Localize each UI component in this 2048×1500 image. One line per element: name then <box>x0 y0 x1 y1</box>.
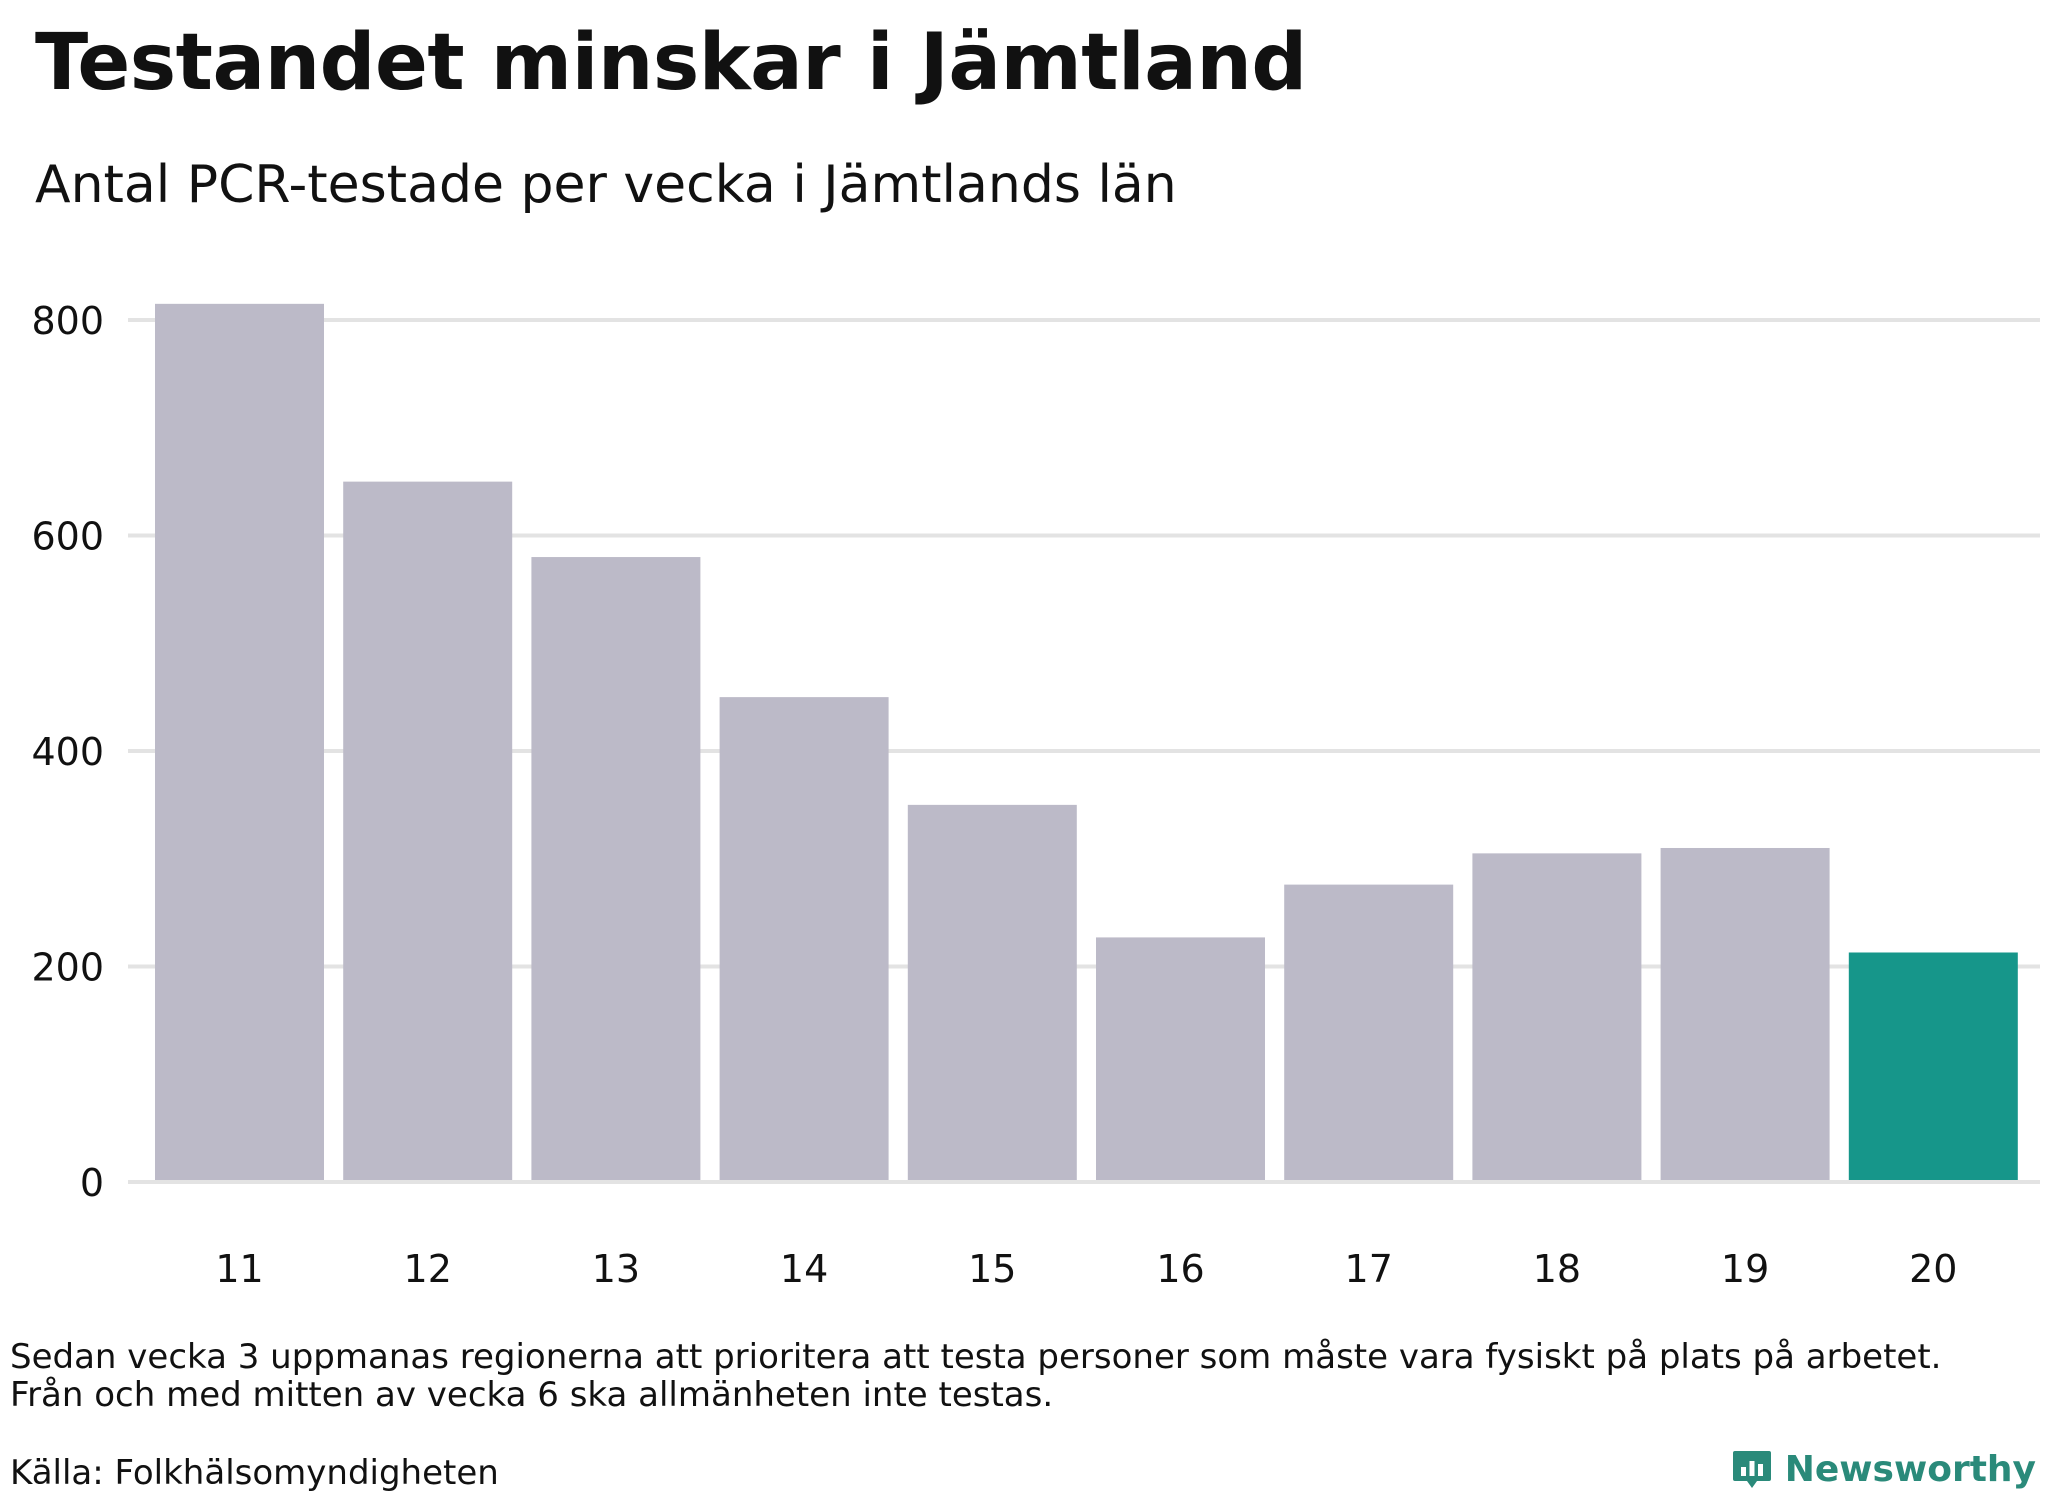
x-tick-label-18: 18 <box>1533 1247 1581 1291</box>
bar-week-13 <box>531 557 701 1182</box>
x-tick-label-12: 12 <box>404 1247 452 1291</box>
bar-week-17 <box>1284 884 1454 1182</box>
bar-week-19 <box>1660 847 1830 1182</box>
y-tick-label-0: 0 <box>80 1161 104 1205</box>
x-tick-label-20: 20 <box>1909 1247 1957 1291</box>
y-tick-label-800: 800 <box>31 299 104 343</box>
chart-subtitle: Antal PCR-testade per vecka i Jämtlands … <box>35 155 1177 215</box>
bar-week-14 <box>719 697 889 1182</box>
y-tick-label-600: 600 <box>31 515 104 559</box>
note-line-1: Sedan vecka 3 uppmanas regionerna att pr… <box>10 1337 1942 1377</box>
bar-week-16 <box>1096 937 1265 1182</box>
bar-chart-speech-icon <box>1732 1451 1771 1488</box>
note-line-2: Från och med mitten av vecka 6 ska allmä… <box>10 1375 1054 1415</box>
x-tick-label-14: 14 <box>780 1247 828 1291</box>
bar-week-12 <box>343 481 513 1182</box>
bar-week-15 <box>907 804 1077 1182</box>
x-tick-label-15: 15 <box>968 1247 1016 1291</box>
source-label: Källa: Folkhälsomyndigheten <box>10 1453 499 1493</box>
bar-chart: 0 200 400 600 800 11 12 13 14 15 16 17 18 19 20 <box>31 299 2040 1291</box>
newsworthy-brand[interactable]: Newsworthy <box>1731 1448 2036 1490</box>
brand-label: Newsworthy <box>1784 1448 2036 1490</box>
chart-title: Testandet minskar i Jämtland <box>35 18 1307 108</box>
y-tick-label-400: 400 <box>31 730 104 774</box>
x-tick-label-13: 13 <box>592 1247 640 1291</box>
bar-week-11 <box>155 303 324 1182</box>
x-tick-label-11: 11 <box>215 1247 263 1291</box>
bar-week-20 <box>1848 952 2018 1182</box>
x-tick-label-16: 16 <box>1156 1247 1204 1291</box>
x-tick-label-19: 19 <box>1721 1247 1769 1291</box>
x-tick-label-17: 17 <box>1345 1247 1393 1291</box>
bar-week-18 <box>1472 853 1642 1182</box>
y-tick-label-200: 200 <box>31 946 104 990</box>
chart-notes: Sedan vecka 3 uppmanas regionerna att pr… <box>10 1338 1941 1414</box>
